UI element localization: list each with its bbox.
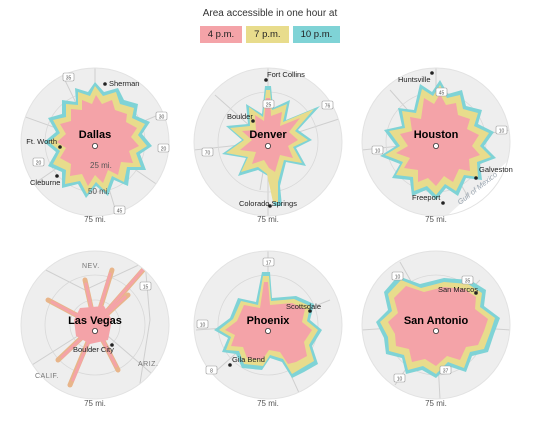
svg-text:10: 10 xyxy=(395,275,401,281)
svg-text:10: 10 xyxy=(200,323,206,329)
town-label: Colorado Springs xyxy=(239,199,297,208)
city-center-dot xyxy=(264,142,271,149)
ring-label: 50 mi. xyxy=(88,187,110,196)
area-4pm xyxy=(225,282,312,364)
city-center-dot xyxy=(92,142,99,149)
svg-text:20: 20 xyxy=(161,147,167,153)
outer-ring-label: 75 mi. xyxy=(425,215,447,224)
city-label: Denver xyxy=(249,129,287,141)
town-label: Galveston xyxy=(479,165,513,174)
city-center-dot xyxy=(264,327,271,334)
highway-shields: 35 30 20 20 45 xyxy=(32,72,170,215)
svg-text:17: 17 xyxy=(266,261,272,267)
map-phoenix: 17 10 8 Scottsdale Gila Bend 75 mi. Phoe… xyxy=(193,250,343,408)
highway-shields: 17 10 8 xyxy=(196,257,275,375)
svg-text:8: 8 xyxy=(210,369,213,375)
outer-ring-label: 75 mi. xyxy=(84,399,106,408)
town-label: Huntsville xyxy=(398,75,431,84)
outer-ring-label: 75 mi. xyxy=(84,215,106,224)
svg-text:30: 30 xyxy=(159,115,165,121)
town-label: Fort Collins xyxy=(267,70,305,79)
map-denver: 25 76 70 Fort Collins Boulder Colorado S… xyxy=(193,67,343,224)
svg-text:37: 37 xyxy=(443,369,449,375)
map-las-vegas: 15 NEV. ARIZ. CALIF. Boulder City 75 mi.… xyxy=(20,250,170,408)
svg-text:15: 15 xyxy=(143,285,149,291)
town-label: Ft. Worth xyxy=(26,137,57,146)
svg-text:70: 70 xyxy=(205,151,211,157)
svg-text:10: 10 xyxy=(499,129,505,135)
svg-text:76: 76 xyxy=(325,104,331,110)
city-label: Phoenix xyxy=(247,315,291,327)
city-center-dot xyxy=(432,327,439,334)
svg-text:20: 20 xyxy=(36,161,42,167)
svg-text:10: 10 xyxy=(397,377,403,383)
town-label: San Marcos xyxy=(438,285,478,294)
area-4pm xyxy=(240,98,300,172)
city-label: Houston xyxy=(414,129,459,141)
region-label: NEV. xyxy=(82,263,100,270)
outer-ring-label: 75 mi. xyxy=(257,215,279,224)
highway-shields: 10 35 10 37 xyxy=(391,271,474,383)
outer-ring-label: 75 mi. xyxy=(257,399,279,408)
highway-shields: 25 76 70 xyxy=(201,99,334,157)
town-label: Cleburne xyxy=(30,178,60,187)
legend-title: Area accessible in one hour at xyxy=(202,8,338,19)
town-label: Boulder City xyxy=(73,345,114,354)
map-houston: 45 10 10 Huntsville Galveston Freeport G… xyxy=(361,67,513,224)
highway-shields: 15 xyxy=(139,281,152,291)
city-center-dot xyxy=(432,142,439,149)
region-label: CALIF. xyxy=(35,373,59,380)
area-4pm xyxy=(57,95,139,186)
city-label: Dallas xyxy=(79,129,111,141)
legend-item-4pm: 4 p.m. xyxy=(199,26,243,43)
region-label: ARIZ. xyxy=(138,361,158,368)
map-dallas: 35 30 20 20 45 Sherman Ft. Worth Cleburn… xyxy=(20,67,170,224)
highway-shields: 45 10 10 xyxy=(371,87,508,155)
legend-item-7pm: 7 p.m. xyxy=(246,26,289,43)
legend: 4 p.m. 7 p.m. 10 p.m. xyxy=(0,26,540,43)
map-san-antonio: 10 35 10 37 San Marcos 75 mi. San Antoni… xyxy=(361,250,511,408)
svg-text:35: 35 xyxy=(465,279,471,285)
town-label: Sherman xyxy=(109,79,139,88)
ring-label: 25 mi. xyxy=(90,161,112,170)
svg-text:10: 10 xyxy=(375,149,381,155)
legend-item-10pm: 10 p.m. xyxy=(292,26,341,43)
city-center-dot xyxy=(92,327,99,334)
city-label: San Antonio xyxy=(404,315,469,327)
area-4pm xyxy=(74,306,112,344)
svg-text:45: 45 xyxy=(439,91,445,97)
city-label: Las Vegas xyxy=(68,315,122,327)
area-4pm xyxy=(396,94,480,186)
svg-text:45: 45 xyxy=(117,209,123,215)
town-label: Boulder xyxy=(227,112,253,121)
svg-text:35: 35 xyxy=(66,76,72,82)
outer-ring-label: 75 mi. xyxy=(425,399,447,408)
town-label: Freeport xyxy=(412,193,441,202)
svg-text:25: 25 xyxy=(266,103,272,109)
area-4pm xyxy=(388,286,488,366)
town-label: Gila Bend xyxy=(232,355,265,364)
map-border xyxy=(20,67,170,217)
town-label: Scottsdale xyxy=(286,302,321,311)
